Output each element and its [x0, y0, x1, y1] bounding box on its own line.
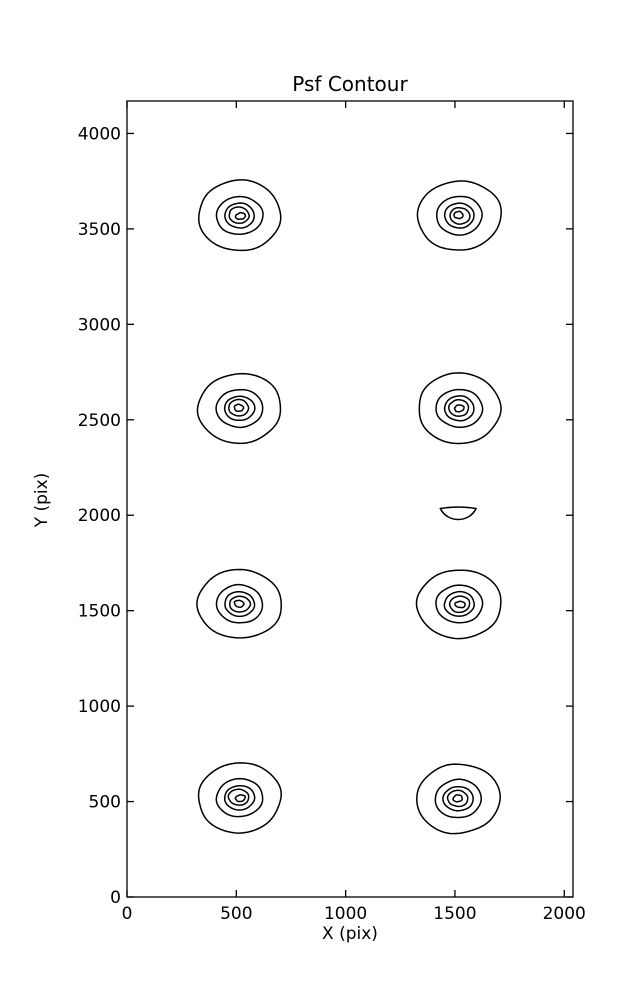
- psf-spot-contour-6: [197, 762, 282, 834]
- y-axis-ticks: 0 500 1000 1500 2000 2500 3000 3500 4000: [78, 124, 573, 908]
- y-tick-label: 2000: [78, 506, 121, 526]
- contour-ring: [443, 395, 475, 422]
- contour-ring: [416, 763, 501, 835]
- contour-ring: [234, 794, 247, 803]
- contour-ring: [452, 794, 463, 803]
- y-tick-label: 4000: [78, 124, 121, 144]
- axes-frame: [126, 100, 574, 898]
- y-tick-label: 3500: [78, 220, 121, 240]
- y-tick-label: 1000: [78, 697, 121, 717]
- y-tick-label: 3000: [78, 315, 121, 335]
- contour-ring: [215, 195, 264, 235]
- chart-title: Psf Contour: [292, 72, 408, 96]
- contour-ring: [453, 404, 465, 413]
- partial-contour-ring: [439, 506, 477, 521]
- contour-ring: [198, 179, 282, 252]
- contour-ring: [418, 372, 502, 445]
- contour-ring: [197, 762, 282, 834]
- contour-ring: [223, 395, 256, 422]
- contour-ring: [215, 583, 264, 624]
- contour-ring: [224, 590, 256, 618]
- contour-ring: [234, 211, 247, 220]
- x-tick-label: 500: [220, 904, 252, 924]
- contour-ring: [453, 210, 464, 220]
- contour-ring: [442, 785, 474, 812]
- contour-ring: [454, 600, 466, 609]
- x-tick-label: 0: [122, 904, 133, 924]
- contour-ring: [215, 388, 264, 429]
- contour-ring: [415, 569, 502, 640]
- y-axis-label: Y (pix): [32, 472, 52, 528]
- contour-ring: [434, 778, 482, 819]
- contour-ring: [443, 202, 475, 229]
- contour-ring: [449, 207, 471, 225]
- contour-ring: [196, 568, 282, 639]
- psf-spot-contour-0: [198, 179, 282, 252]
- y-tick-label: 2500: [78, 411, 121, 431]
- contour-ring: [435, 584, 484, 624]
- x-axis-ticks: 0 500 1000 1500 2000: [122, 101, 586, 924]
- psf-spot-contour-2: [196, 372, 282, 445]
- x-tick-label: 2000: [543, 904, 586, 924]
- x-tick-label: 1000: [324, 904, 367, 924]
- contour-ring: [223, 784, 256, 811]
- contour-ring: [446, 789, 469, 808]
- x-tick-label: 1500: [433, 904, 476, 924]
- y-tick-label: 1500: [78, 602, 121, 622]
- contour-ring: [233, 599, 245, 608]
- contour-ring: [227, 788, 250, 806]
- contour-ring: [448, 595, 471, 614]
- contour-ring: [443, 590, 475, 617]
- contour-ring: [416, 180, 502, 251]
- x-axis-label: X (pix): [322, 924, 378, 944]
- contour-ring: [233, 403, 245, 413]
- contour-ring: [228, 206, 250, 224]
- contour-ring: [215, 777, 264, 818]
- contour-ring: [436, 195, 483, 236]
- contour-ring: [196, 372, 282, 445]
- contour-ring: [448, 398, 470, 417]
- contour-ring: [224, 202, 255, 229]
- psf-spot-contour-1: [416, 180, 502, 251]
- contour-ring: [229, 595, 252, 613]
- y-tick-label: 0: [110, 888, 121, 908]
- contour-ring: [435, 388, 484, 428]
- psf-spot-contour-5: [415, 569, 502, 640]
- psf-spot-contour-4: [196, 568, 282, 639]
- contour-ring: [228, 398, 250, 417]
- y-tick-label: 500: [89, 793, 121, 813]
- psf-spot-contour-3: [418, 372, 502, 445]
- psf-spot-contour-7: [416, 763, 501, 835]
